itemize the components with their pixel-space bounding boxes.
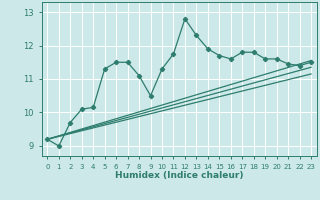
X-axis label: Humidex (Indice chaleur): Humidex (Indice chaleur) (115, 171, 244, 180)
